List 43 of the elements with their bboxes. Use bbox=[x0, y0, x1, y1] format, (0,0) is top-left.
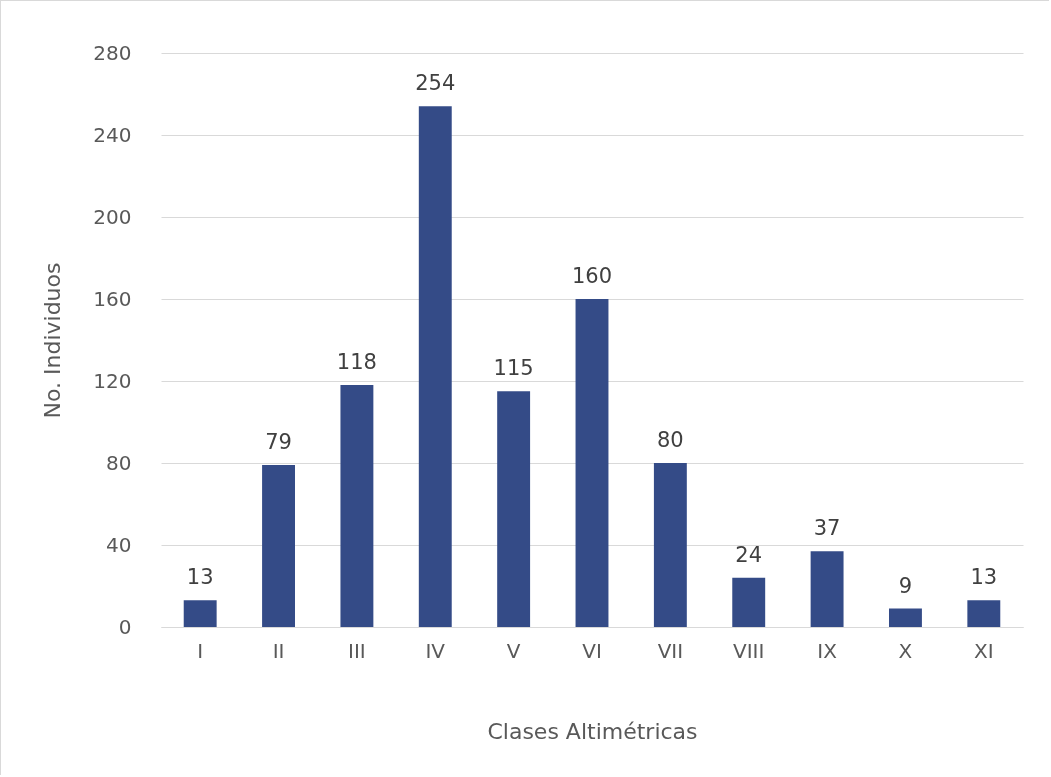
x-tick-label: VI bbox=[582, 638, 602, 663]
y-tick-label: 80 bbox=[106, 450, 132, 475]
bar bbox=[810, 551, 844, 627]
x-tick-label: IX bbox=[817, 638, 838, 663]
bar bbox=[418, 106, 452, 627]
data-label: 254 bbox=[415, 71, 456, 96]
data-label: 79 bbox=[265, 430, 292, 455]
bar bbox=[497, 391, 531, 627]
bar bbox=[732, 577, 766, 627]
x-tick-label: IV bbox=[425, 638, 446, 663]
data-label: 13 bbox=[970, 565, 998, 590]
data-label: 37 bbox=[813, 516, 841, 541]
data-label: 115 bbox=[493, 356, 534, 381]
data-label: 80 bbox=[657, 428, 684, 452]
x-tick-label: VIII bbox=[733, 638, 765, 663]
bar bbox=[653, 463, 687, 627]
bar bbox=[889, 608, 922, 627]
bar bbox=[575, 299, 609, 627]
x-tick-label: V bbox=[506, 638, 521, 663]
data-label: 118 bbox=[336, 350, 377, 375]
y-tick-label: 0 bbox=[118, 614, 132, 639]
x-tick-label: I bbox=[197, 638, 204, 663]
x-axis-title: Clases Altimétricas bbox=[487, 718, 698, 744]
bar bbox=[340, 385, 374, 627]
y-tick-label: 120 bbox=[93, 368, 132, 393]
x-tick-label: XI bbox=[974, 638, 994, 663]
data-label: 24 bbox=[735, 542, 763, 567]
bar bbox=[967, 600, 1001, 627]
x-tick-label: X bbox=[898, 638, 913, 663]
x-tick-label: III bbox=[348, 638, 366, 663]
y-tick-label: 160 bbox=[93, 286, 132, 311]
x-tick-label: II bbox=[272, 638, 285, 663]
y-axis-title: No. Individuos bbox=[40, 262, 66, 419]
x-tick-label: VII bbox=[657, 638, 684, 663]
data-label: 9 bbox=[898, 573, 913, 598]
y-tick-label: 280 bbox=[93, 40, 132, 65]
data-label: 160 bbox=[571, 264, 613, 288]
bar bbox=[262, 465, 295, 627]
y-tick-label: 40 bbox=[106, 532, 132, 557]
data-label: 13 bbox=[186, 565, 214, 590]
bar bbox=[183, 600, 217, 627]
y-tick-label: 240 bbox=[93, 122, 132, 147]
y-tick-label: 200 bbox=[93, 204, 132, 229]
